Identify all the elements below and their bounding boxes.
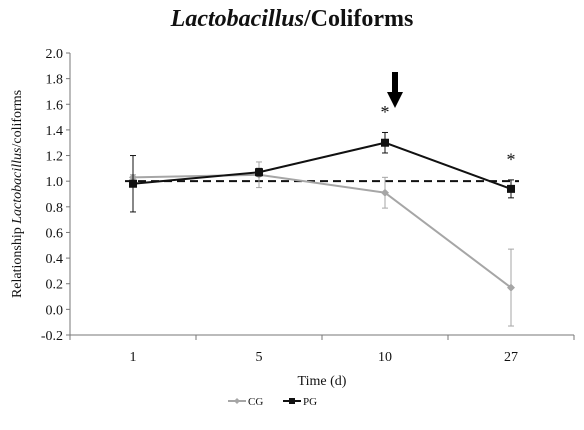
chart-title: Lactobacillus/Coliforms <box>0 6 584 33</box>
x-tick-label: 1 <box>130 350 137 365</box>
y-tick-label: 2.0 <box>46 47 64 62</box>
series-cg <box>129 161 515 327</box>
y-tick-label: 1.2 <box>46 150 64 165</box>
chart-title-rest: /Coliforms <box>304 6 414 32</box>
chart-title-italic: Lactobacillus <box>170 6 304 32</box>
y-tick-label: 0.4 <box>46 252 64 267</box>
y-axis-label-prefix: Relationship <box>10 224 25 298</box>
series-line-pg <box>132 141 512 190</box>
data-point-pg <box>381 138 389 147</box>
data-point-pg <box>129 179 137 188</box>
y-tick-label: 0.6 <box>46 226 64 241</box>
y-axis-label: Relationship Lactobacillus/coliforms <box>10 90 25 298</box>
legend-label-cg: CG <box>248 396 263 408</box>
series-line-cg <box>132 173 512 289</box>
x-tick-label: 10 <box>378 350 392 365</box>
y-axis-label-italic: Lactobacillus <box>10 147 25 225</box>
y-tick-label: 0.2 <box>46 278 64 293</box>
legend-label-pg: PG <box>303 396 317 408</box>
data-point-pg <box>255 168 263 177</box>
data-point-cg <box>507 283 515 292</box>
significance-asterisk: * <box>507 150 516 170</box>
x-tick-label: 5 <box>256 350 263 365</box>
y-tick-label: 0.0 <box>46 303 64 318</box>
y-tick-label: 1.8 <box>46 73 64 88</box>
x-tick-label: 27 <box>504 350 518 365</box>
x-axis-label: Time (d) <box>298 374 347 389</box>
series-pg <box>129 131 515 213</box>
y-tick-label: 0.8 <box>46 201 64 216</box>
y-tick-label: -0.2 <box>41 329 63 344</box>
data-point-cg <box>381 188 389 197</box>
down-arrow-icon <box>387 72 403 108</box>
legend: CG PG <box>228 396 317 408</box>
y-tick-label: 1.6 <box>46 98 64 113</box>
data-point-pg <box>507 184 515 193</box>
significance-asterisk: * <box>381 102 390 122</box>
y-axis-label-suffix: /coliforms <box>10 90 25 148</box>
y-tick-label: 1.0 <box>46 175 64 190</box>
legend-marker-pg <box>289 398 295 404</box>
legend-marker-cg <box>234 398 240 404</box>
y-tick-label: 1.4 <box>46 124 64 139</box>
